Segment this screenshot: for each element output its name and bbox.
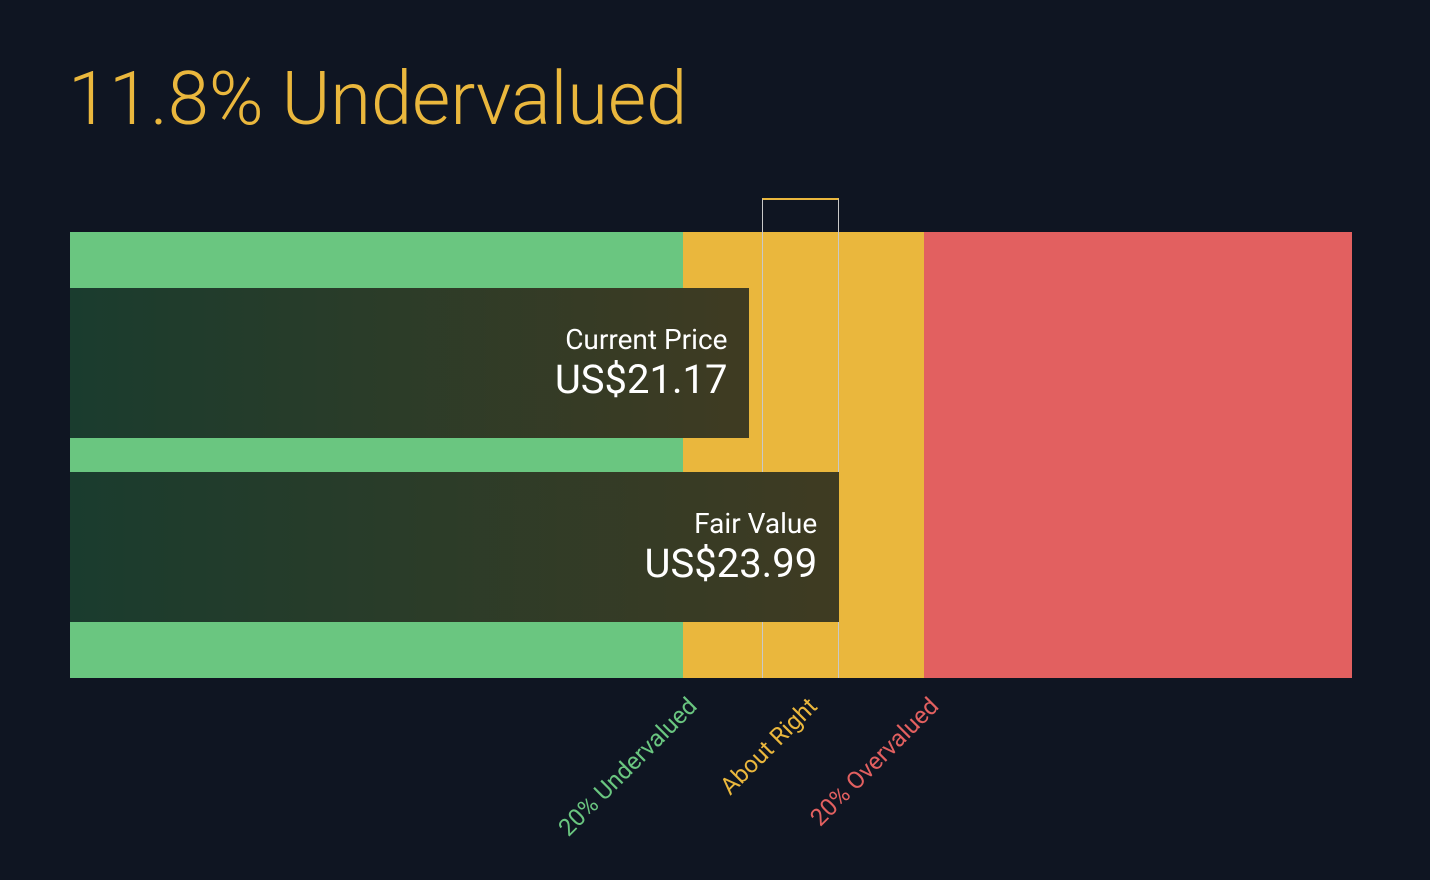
bar-label-text: Fair Value xyxy=(645,507,818,540)
bar-label-text: Current Price xyxy=(555,323,728,356)
page-title: 11.8% Undervalued xyxy=(68,56,687,143)
bar-fair-value: Fair ValueUS$23.99 xyxy=(70,472,839,622)
bar-label-current-price: Current PriceUS$21.17 xyxy=(555,323,728,403)
valuation-gauge-container: 11.8% Undervalued Current PriceUS$21.17 F… xyxy=(0,0,1430,880)
bar-value-text: US$21.17 xyxy=(555,356,728,403)
axis-label: 20% Overvalued xyxy=(804,692,944,832)
axis-label: 20% Undervalued xyxy=(553,692,703,842)
bar-value-text: US$23.99 xyxy=(645,540,818,587)
chart-area: Current PriceUS$21.17Fair ValueUS$23.992… xyxy=(70,232,1352,678)
bar-label-fair-value: Fair ValueUS$23.99 xyxy=(645,507,818,587)
zone-overvalued xyxy=(924,232,1352,678)
bar-current-price: Current PriceUS$21.17 xyxy=(70,288,749,438)
axis-label: About Right xyxy=(715,692,823,800)
